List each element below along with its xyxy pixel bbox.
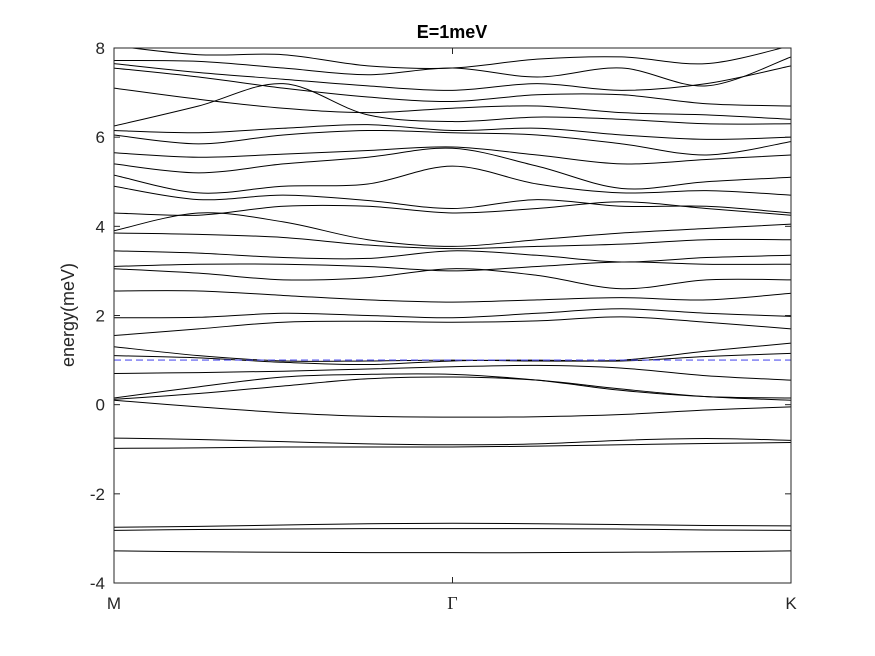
band-line-2 <box>114 528 791 531</box>
band-line-16 <box>114 261 791 272</box>
band-line-22 <box>114 165 791 196</box>
band-line-5 <box>114 437 791 446</box>
band-line-28 <box>114 87 791 120</box>
band-line-11 <box>114 342 791 362</box>
y-axis-label: energy(meV) <box>58 263 78 367</box>
band-line-32 <box>128 48 784 69</box>
band-lines-group <box>114 48 791 554</box>
band-line-6 <box>114 399 791 418</box>
band-line-26 <box>114 124 791 140</box>
x-tick-label: K <box>785 594 797 613</box>
band-line-7 <box>114 376 791 401</box>
band-line-1 <box>114 550 791 554</box>
y-tick-label: -2 <box>90 485 105 504</box>
band-line-25 <box>114 129 791 156</box>
y-tick-label: 8 <box>96 39 105 58</box>
band-line-12 <box>114 316 791 337</box>
y-tick-label: 6 <box>96 128 105 147</box>
band-line-27 <box>114 83 791 127</box>
band-line-29 <box>114 67 791 107</box>
band-line-23 <box>114 147 791 190</box>
band-line-18 <box>114 232 791 250</box>
y-tick-label: 2 <box>96 307 105 326</box>
plot-area-background <box>114 48 791 583</box>
band-line-15 <box>114 268 791 290</box>
band-line-14 <box>114 290 791 303</box>
band-line-8 <box>114 373 791 399</box>
y-tick-label: -4 <box>90 574 105 593</box>
y-tick-label: 0 <box>96 396 105 415</box>
band-line-10 <box>114 352 791 366</box>
y-tick-label: 4 <box>96 217 105 236</box>
band-line-3 <box>114 522 791 528</box>
x-tick-label: M <box>107 594 121 613</box>
band-line-24 <box>114 146 791 165</box>
band-line-21 <box>114 185 791 214</box>
band-line-30 <box>114 63 791 91</box>
y-axis-ticks: -4 -2 0 2 4 6 8 <box>90 39 791 593</box>
chart-title: E=1meV <box>417 22 488 42</box>
x-tick-label: Γ <box>447 593 457 613</box>
band-line-9 <box>114 364 791 381</box>
band-line-4 <box>114 442 791 449</box>
band-line-17 <box>114 250 791 263</box>
band-line-13 <box>114 308 791 319</box>
